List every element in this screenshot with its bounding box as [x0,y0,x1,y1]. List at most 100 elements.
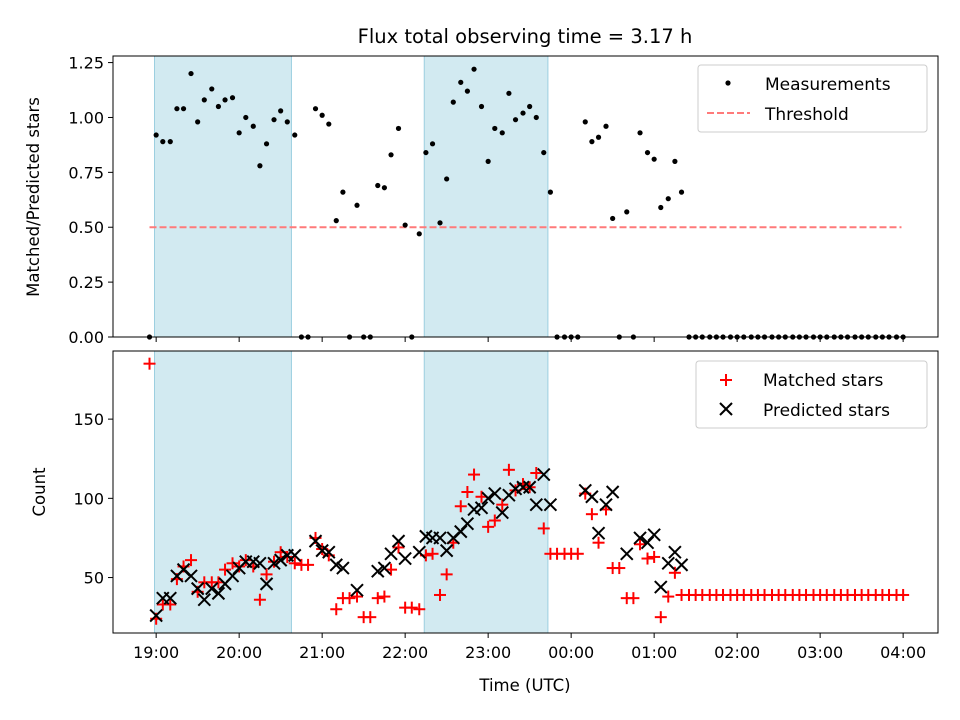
y-tick-label: 150 [73,410,104,429]
legend-predicted-label: Predicted stars [763,401,890,421]
predicted-star-point [259,577,274,591]
predicted-star-point [184,569,198,583]
matched-star-point [654,611,667,624]
predicted-star-point [633,531,647,545]
measurement-point [188,70,194,77]
predicted-star-point [371,564,385,578]
predicted-star-point [253,556,267,570]
measurement-point [153,132,159,138]
predicted-star-point [211,586,226,601]
predicted-star-point [391,534,406,548]
measurement-point [582,119,588,125]
measurement-point [527,103,533,110]
matched-star-point [413,603,426,616]
predicted-star-point [377,561,392,575]
predicted-star-point [149,608,163,623]
predicted-star-point [384,547,398,561]
measurement-point [209,86,215,92]
predicted-star-point [599,497,613,512]
measurement-point [458,79,464,85]
ratio-bands [153,55,549,338]
predicted-star-point [329,558,343,572]
measurement-point [423,149,429,156]
x-tick-label: 21:00 [299,643,345,662]
measurement-point [644,149,651,156]
matched-star-point [253,593,266,606]
measurement-point [257,163,263,169]
matched-star-point [185,554,198,567]
matched-star-point [351,590,364,603]
x-tick-label: 00:00 [548,643,594,662]
matched-star-point [364,611,377,624]
predicted-star-points [149,467,689,623]
matched-star-point [537,522,550,535]
predicted-star-point [460,516,475,531]
predicted-star-point [543,497,558,512]
measurement-point [180,106,187,112]
predicted-star-point [654,580,668,594]
matched-star-point [502,463,515,476]
x-tick-label: 22:00 [382,643,428,662]
measurement-point [263,141,270,147]
measurement-point [375,182,381,189]
matched-star-point [440,568,453,581]
measurement-point [464,88,471,94]
measurement-point [278,108,284,114]
predicted-star-point [163,591,177,605]
predicted-star-point [647,528,661,542]
x-axis-label: Time (UTC) [478,676,570,695]
measurement-point [610,215,616,222]
legend-measurements-label: Measurements [765,75,891,95]
matched-star-point [239,554,252,567]
predicted-star-point [288,548,302,563]
measurement-point [492,125,498,132]
y-tick-label: 0.75 [68,163,104,182]
predicted-star-point [308,534,323,548]
measurement-point [541,149,547,156]
measurement-point [478,103,485,110]
measurement-point [284,119,290,125]
matched-star-point [468,468,481,481]
measurement-point [201,97,207,103]
y-tick-label: 100 [73,489,104,508]
predicted-star-point [398,551,412,566]
ratio-y-label: Matched/Predicted stars [24,97,43,297]
predicted-star-point [481,491,495,506]
matched-star-point [219,563,232,576]
measurement-point [222,97,228,103]
measurement-point [672,158,678,164]
x-tick-label: 19:00 [133,643,179,662]
measurement-point [437,220,443,226]
measurement-point [665,196,671,202]
measurement-point [499,130,505,136]
measurement-point [429,141,436,147]
predicted-star-point [350,583,364,597]
measurement-point [160,139,166,145]
count-axes-frame [112,350,939,634]
legend-threshold-label: Threshold [764,105,849,125]
measurement-point [250,123,256,129]
matched-star-point [378,590,391,603]
measurement-point [444,176,450,182]
predicted-star-point [322,545,336,559]
count-legend: Matched stars Predicted stars [695,360,928,429]
predicted-star-point [474,501,489,515]
matched-star-point [343,592,356,605]
measurement-point [471,66,477,72]
predicted-star-point [620,547,634,561]
measurement-point [215,103,222,110]
predicted-star-point [495,505,509,520]
measurement-point [333,218,339,224]
predicted-star-point [674,558,689,572]
matched-star-point [482,520,495,533]
matched-star-point [488,514,501,527]
matched-star-point [233,560,246,573]
measurement-point [319,112,325,118]
predicted-star-point [537,467,551,482]
measurement-point [595,134,602,140]
measurement-point [416,231,422,237]
chart-title: Flux total observing time = 3.17 h [358,25,693,48]
matched-star-point [648,550,661,563]
matched-star-point [627,592,640,605]
